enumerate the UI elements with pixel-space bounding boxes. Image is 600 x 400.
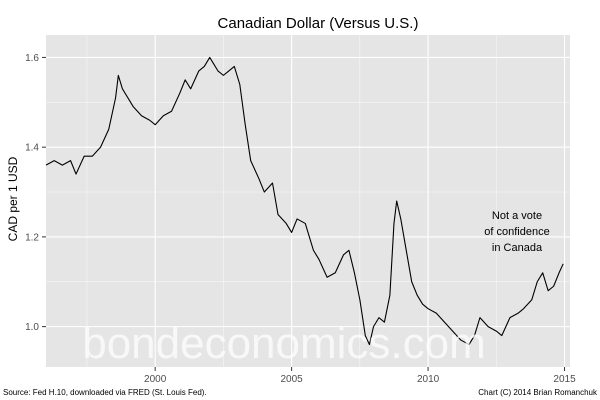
y-tick-label: 1.4 <box>25 143 39 154</box>
x-tick-label: 2000 <box>144 374 167 385</box>
y-axis: 1.0 1.2 1.4 1.6 <box>25 53 46 333</box>
credit-note: Chart (C) 2014 Brian Romanchuk <box>478 388 598 397</box>
x-axis: 2000 2005 2010 2015 <box>144 367 576 385</box>
watermark: bondeconomics.com <box>82 319 486 368</box>
minor-gridlines <box>46 35 570 367</box>
annotation-line-1: Not a vote <box>492 210 542 222</box>
y-tick-label: 1.0 <box>25 322 39 333</box>
y-axis-title: CAD per 1 USD <box>6 156 20 241</box>
x-tick-label: 2005 <box>281 374 304 385</box>
y-tick-label: 1.6 <box>25 53 39 64</box>
series-layer <box>45 56 564 346</box>
annotation-line-3: in Canada <box>492 242 543 254</box>
annotation-line-2: of confidence <box>484 226 549 238</box>
plot-panel <box>46 35 570 367</box>
annotation: Not a vote of confidence in Canada <box>484 210 549 254</box>
source-note: Source: Fed H.10, downloaded via FRED (S… <box>3 388 207 397</box>
x-tick-label: 2015 <box>553 374 576 385</box>
x-tick-label: 2010 <box>417 374 440 385</box>
chart-title: Canadian Dollar (Versus U.S.) <box>218 15 419 32</box>
y-tick-label: 1.2 <box>25 232 39 243</box>
major-gridlines <box>46 35 570 367</box>
series-line-0 <box>45 56 564 346</box>
